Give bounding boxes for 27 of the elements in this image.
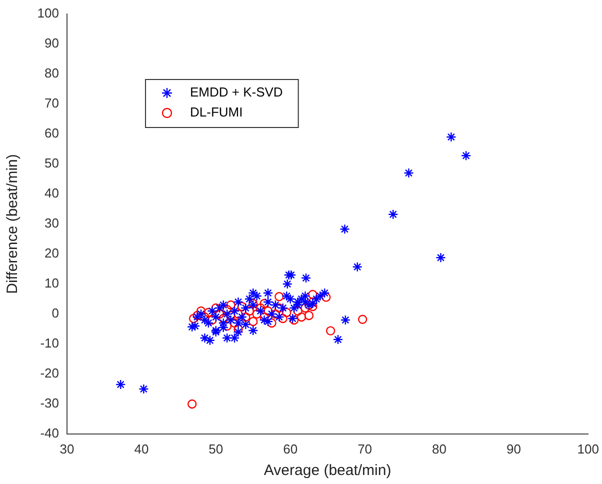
- y-tick-label: 70: [44, 96, 59, 111]
- y-tick-label: 50: [44, 156, 59, 171]
- y-tick-label: 90: [44, 36, 59, 51]
- x-tick-label: 40: [134, 441, 149, 456]
- y-axis-title: Difference (beat/min): [4, 154, 22, 294]
- y-tick-label: -40: [40, 426, 59, 441]
- y-tick-label: 60: [44, 126, 59, 141]
- y-tick-label: 20: [44, 246, 59, 261]
- x-axis-title: Average (beat/min): [264, 462, 392, 480]
- x-tick-label: 100: [577, 441, 600, 456]
- y-tick-label: 40: [44, 186, 59, 201]
- y-tick-label: -30: [40, 396, 59, 411]
- y-tick-label: 80: [44, 66, 59, 81]
- y-tick-label: 100: [37, 6, 59, 21]
- x-tick-label: 60: [283, 441, 298, 456]
- x-tick-label: 80: [432, 441, 446, 456]
- y-tick-label: 10: [44, 276, 59, 291]
- legend-label: DL-FUMI: [190, 104, 243, 120]
- y-tick-label: -20: [40, 366, 59, 381]
- legend-label: EMDD + K-SVD: [190, 84, 283, 100]
- y-tick-label: 30: [44, 216, 59, 231]
- x-tick-label: 30: [60, 441, 74, 456]
- x-tick-label: 50: [208, 441, 224, 456]
- x-tick-label: 90: [506, 441, 521, 456]
- y-tick-label: -10: [40, 336, 59, 351]
- y-tick-label: 0: [52, 306, 59, 321]
- x-tick-label: 70: [358, 441, 372, 456]
